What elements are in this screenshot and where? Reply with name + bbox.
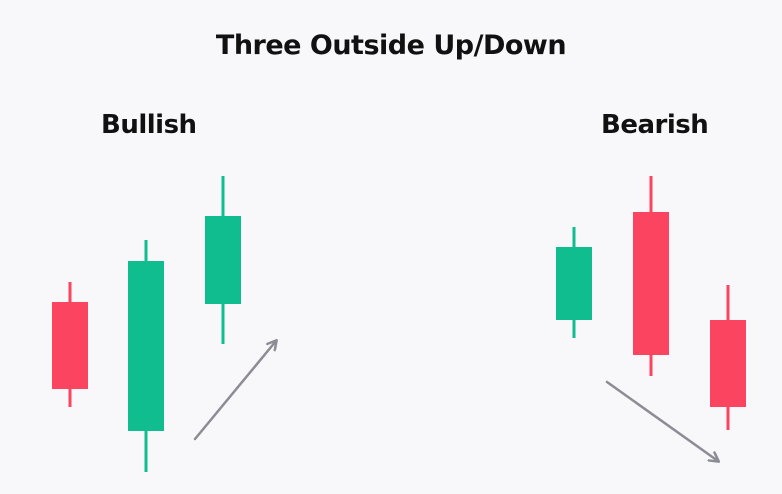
bearish-label: Bearish: [601, 110, 709, 140]
diagram-title: Three Outside Up/Down: [215, 30, 567, 61]
bearish-candle-2: [633, 176, 669, 376]
up-arrow-icon: [193, 341, 276, 441]
bearish-candle-3: [710, 285, 746, 430]
down-arrow-icon: [605, 380, 718, 461]
bearish-candle-1: [556, 227, 592, 338]
bullish-candle-1: [52, 282, 88, 407]
candle-body: [52, 302, 88, 389]
candle-body: [633, 212, 669, 355]
candle-body: [205, 216, 241, 304]
candle-body: [128, 261, 164, 431]
bullish-candle-3: [205, 176, 241, 344]
candle-body: [710, 320, 746, 407]
bullish-candle-2: [128, 240, 164, 472]
bullish-label: Bullish: [101, 110, 197, 140]
candle-body: [556, 247, 592, 320]
